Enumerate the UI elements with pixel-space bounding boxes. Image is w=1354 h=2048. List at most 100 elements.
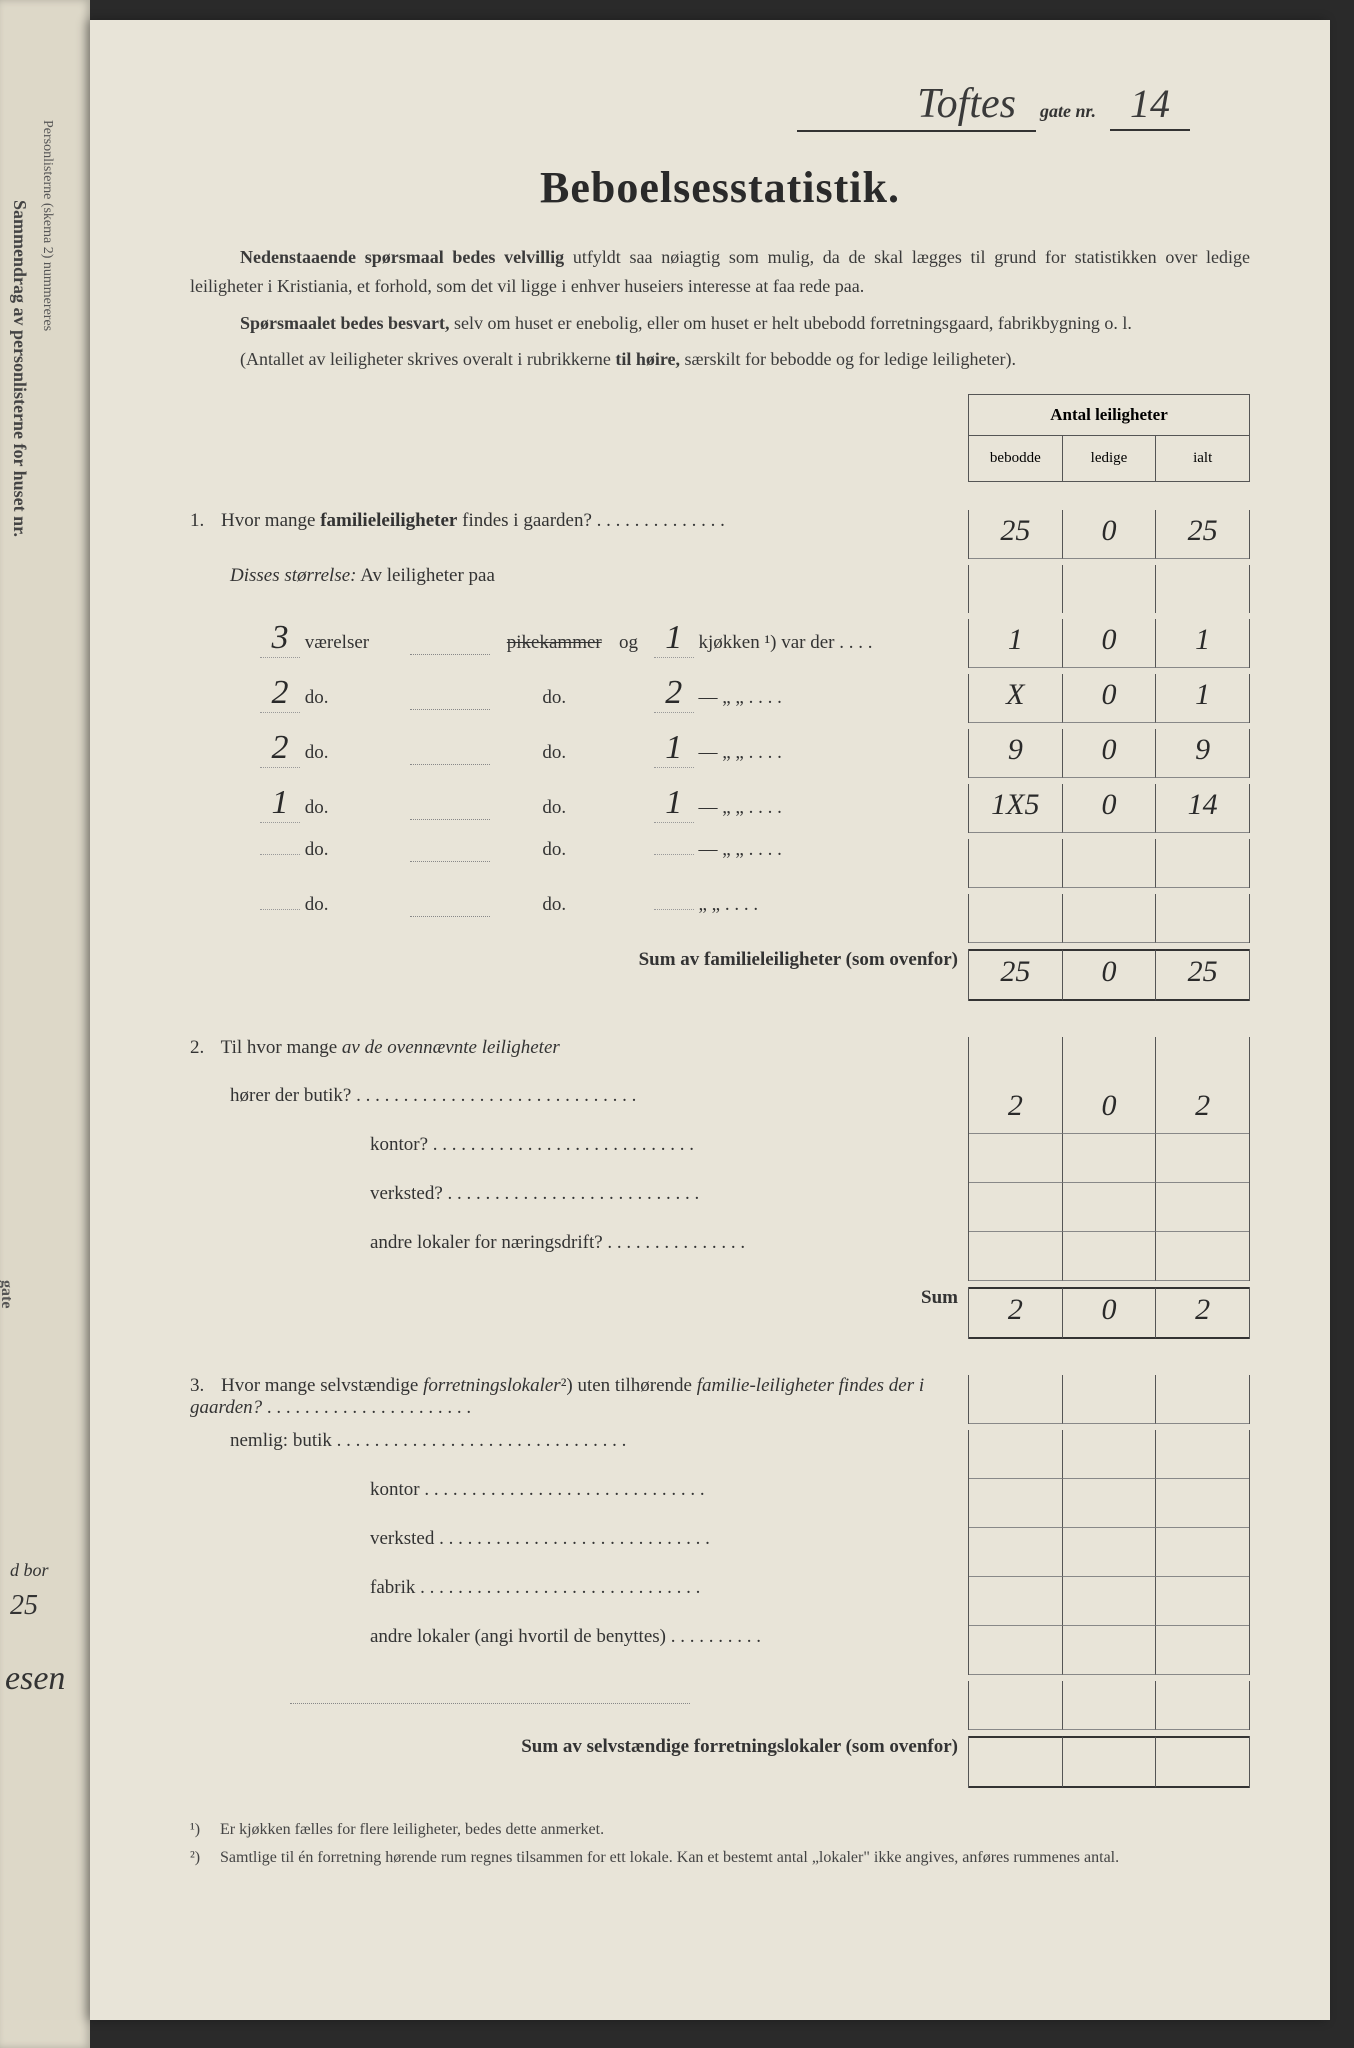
- q1-row-bebodde: [969, 894, 1063, 943]
- q2-row-i: 2: [1156, 1085, 1249, 1134]
- q1-sum-b: 25: [969, 949, 1063, 1001]
- q2-sum-b: 2: [969, 1287, 1063, 1339]
- q1-kjokken-value: [654, 854, 694, 855]
- intro-paragraph-1: Nedenstaaende spørsmaal bedes velvillig …: [190, 243, 1250, 301]
- q1-sum-row: Sum av familieleiligheter (som ovenfor) …: [190, 949, 1250, 1001]
- q2-sub-row: andre lokaler for næringsdrift? . . . . …: [190, 1232, 1250, 1281]
- q2-row-b: [969, 1232, 1063, 1281]
- col-ialt: ialt: [1156, 436, 1249, 481]
- q1-row-ledige: [1063, 839, 1157, 888]
- q3-row-b: [969, 1577, 1063, 1626]
- q3-row-i: [1156, 1577, 1249, 1626]
- q1-row-ledige: 0: [1063, 619, 1157, 668]
- q1-vaerelser-value: [260, 909, 300, 910]
- fn1-mark: ¹): [190, 1818, 220, 1842]
- q1-row-ialt: 1: [1156, 674, 1249, 723]
- q3-row-b: [969, 1479, 1063, 1528]
- q3-sum-label: Sum av selvstændige forretningslokaler (…: [190, 1736, 968, 1758]
- q3-sub-row: kontor . . . . . . . . . . . . . . . . .…: [190, 1479, 1250, 1528]
- q3-row-i: [1156, 1479, 1249, 1528]
- q3-number: 3.: [190, 1375, 204, 1396]
- q3-r0-label: butik . . . . . . . . . . . . . . . . . …: [293, 1430, 627, 1451]
- q2-sum-i: 2: [1156, 1287, 1249, 1339]
- q1-size-row: do. do. — „ „ . . . .: [190, 839, 1250, 888]
- q1-size-row: 2 do. do. 2 — „ „ . . . . X 0 1: [190, 674, 1250, 723]
- q1-disses: Disses størrelse: Av leiligheter paa: [190, 565, 1250, 613]
- street-name: Toftes: [797, 80, 1036, 132]
- q2-sum-label: Sum: [190, 1287, 968, 1309]
- q1-number: 1.: [190, 510, 204, 531]
- content-area: Antal leiligheter bebodde ledige ialt 1.…: [190, 394, 1250, 1788]
- q3-sum-row: Sum av selvstændige forretningslokaler (…: [190, 1736, 1250, 1788]
- q2-row-b: [969, 1183, 1063, 1232]
- q1-row-ialt: 1: [1156, 619, 1249, 668]
- q1-row-bebodde: 9: [969, 729, 1063, 778]
- nemlig-label: nemlig:: [230, 1430, 288, 1451]
- left-margin-strip: Sammendrag av personlisterne for huset n…: [0, 0, 90, 2048]
- margin-vertical-text-2: Personlisterne (skema 2) nummereres: [39, 120, 55, 331]
- q1-sum-l: 0: [1063, 949, 1157, 1001]
- fn2-mark: ²): [190, 1846, 220, 1870]
- q1-row-ialt: 14: [1156, 784, 1249, 833]
- q2-header: 2. Til hvor mange av de ovennævnte leili…: [190, 1037, 1250, 1085]
- table-header: Antal leiligheter bebodde ledige ialt: [968, 394, 1250, 482]
- q2-number: 2.: [190, 1037, 204, 1058]
- q3-sum-b: [969, 1736, 1063, 1788]
- q1-row: 1. Hvor mange familieleiligheter findes …: [190, 510, 1250, 559]
- q2-row-i: [1156, 1183, 1249, 1232]
- q2-sub-row: verksted? . . . . . . . . . . . . . . . …: [190, 1183, 1250, 1232]
- q3-row-i: [1156, 1528, 1249, 1577]
- q1-sum-i: 25: [1156, 949, 1249, 1001]
- q3-sum-l: [1063, 1736, 1157, 1788]
- q2-row-b: 2: [969, 1085, 1063, 1134]
- q1-size-row: 2 do. do. 1 — „ „ . . . . 9 0 9: [190, 729, 1250, 778]
- header-line: Toftes gate nr. 14: [190, 80, 1250, 132]
- q2-sub-row: kontor? . . . . . . . . . . . . . . . . …: [190, 1134, 1250, 1183]
- q1-row-bebodde: [969, 839, 1063, 888]
- page-title: Beboelsesstatistik.: [190, 162, 1250, 213]
- q1-row-ledige: [1063, 894, 1157, 943]
- q1-vaerelser-value: 2: [260, 729, 300, 768]
- q1-ledige: 0: [1063, 510, 1157, 559]
- document-page: Toftes gate nr. 14 Beboelsesstatistik. N…: [90, 20, 1330, 2020]
- q3-b: [969, 1375, 1063, 1424]
- footnotes: ¹)Er kjøkken fælles for flere leilighete…: [190, 1818, 1250, 1870]
- q2-row-b: [969, 1134, 1063, 1183]
- q1-row-ialt: 9: [1156, 729, 1249, 778]
- q1-kjokken-value: 1: [654, 619, 694, 658]
- q1-row-ledige: 0: [1063, 784, 1157, 833]
- disses-label: Disses størrelse:: [230, 565, 357, 586]
- intro-paragraph-3: (Antallet av leiligheter skrives overalt…: [190, 345, 1250, 374]
- q1-sum-label: Sum av familieleiligheter (som ovenfor): [190, 949, 968, 971]
- q1-vaerelser-value: [260, 854, 300, 855]
- margin-bor-label: d bor: [10, 1560, 49, 1581]
- q1-kjokken-value: 1: [654, 729, 694, 768]
- q1-vaerelser-value: 1: [260, 784, 300, 823]
- q1-ialt: 25: [1156, 510, 1249, 559]
- q2-row-l: [1063, 1183, 1157, 1232]
- q1-bebodde: 25: [969, 510, 1063, 559]
- q1-vaerelser-value: 3: [260, 619, 300, 658]
- q1-size-row: do. do. „ „ . . . .: [190, 894, 1250, 943]
- q3-row-l: [1063, 1626, 1157, 1675]
- q2-row-l: [1063, 1134, 1157, 1183]
- q3-sub-row: fabrik . . . . . . . . . . . . . . . . .…: [190, 1577, 1250, 1626]
- q3-blank-line: [190, 1681, 1250, 1730]
- q1-row-ledige: 0: [1063, 674, 1157, 723]
- col-ledige: ledige: [1063, 436, 1157, 481]
- q2-sum-l: 0: [1063, 1287, 1157, 1339]
- q2-row-i: [1156, 1232, 1249, 1281]
- q1-row-bebodde: 1: [969, 619, 1063, 668]
- q3-header: 3. Hvor mange selvstændige forretningslo…: [190, 1375, 1250, 1424]
- q1-kjokken-value: 2: [654, 674, 694, 713]
- q1-vaerelser-value: 2: [260, 674, 300, 713]
- q1-row-bebodde: X: [969, 674, 1063, 723]
- q3-row-b: [969, 1626, 1063, 1675]
- fn2-text: Samtlige til én forretning hørende rum r…: [220, 1846, 1119, 1870]
- q2-row-l: [1063, 1232, 1157, 1281]
- q3-nemlig: nemlig: butik . . . . . . . . . . . . . …: [190, 1430, 1250, 1479]
- q1-kjokken-value: [654, 909, 694, 910]
- q3-row-b: [969, 1528, 1063, 1577]
- q3-sub-row: verksted . . . . . . . . . . . . . . . .…: [190, 1528, 1250, 1577]
- q3-sum-i: [1156, 1736, 1249, 1788]
